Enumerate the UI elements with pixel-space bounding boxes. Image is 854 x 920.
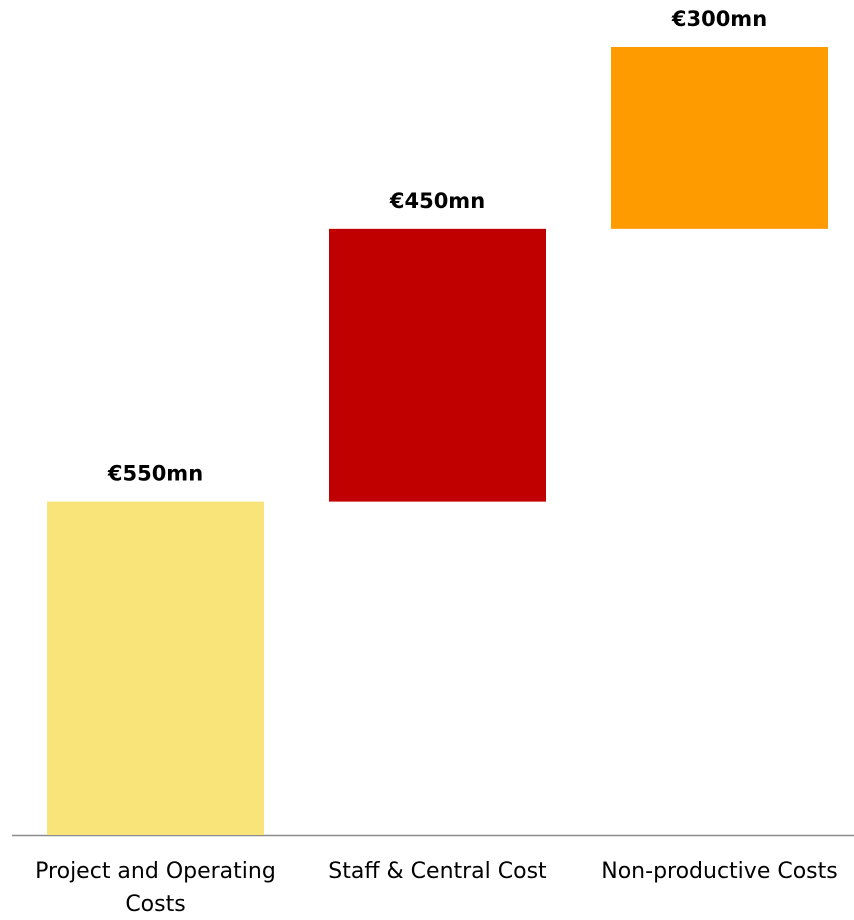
bar <box>611 47 828 229</box>
value-label: €300mn <box>671 7 767 31</box>
x-tick-label: Non-productive Costs <box>601 859 837 884</box>
label-line: Non-productive Costs <box>601 859 837 884</box>
label-line: Costs <box>125 892 185 917</box>
bar <box>329 228 546 502</box>
value-label: €450mn <box>389 189 485 213</box>
label-line: Project and Operating <box>35 859 276 884</box>
x-tick-label: Project and Operating Costs <box>35 859 276 917</box>
bar <box>47 501 264 835</box>
value-label: €550mn <box>107 462 203 486</box>
label-line: Staff & Central Cost <box>328 859 547 884</box>
x-tick-label: Staff & Central Cost <box>328 859 547 884</box>
